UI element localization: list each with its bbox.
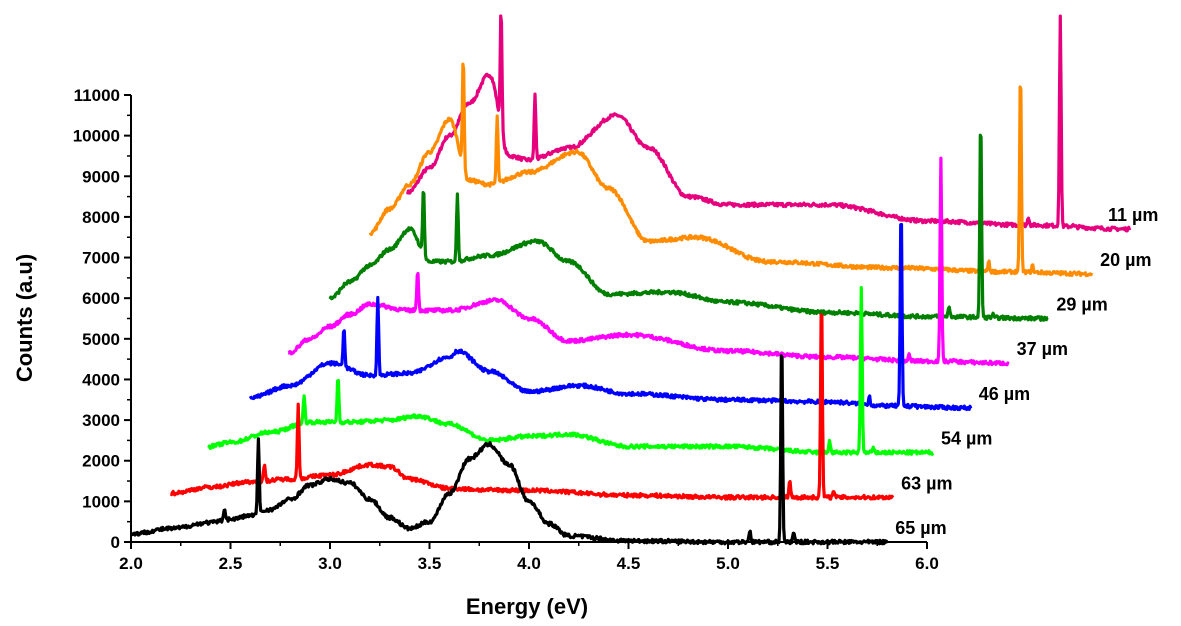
y-tick-label: 6000: [82, 289, 120, 308]
series-line: [406, 14, 1132, 233]
series-label: 29 µm: [1056, 295, 1107, 315]
series-line: [287, 156, 1010, 367]
series-label: 11 µm: [1108, 205, 1158, 225]
y-tick-label: 7000: [82, 249, 120, 268]
series-label: 46 µm: [979, 384, 1030, 404]
series-line: [328, 133, 1049, 322]
x-tick-label: 3.0: [318, 554, 342, 573]
y-tick-label: 0: [111, 533, 120, 552]
x-tick-label: 5.0: [716, 554, 740, 573]
series-label: 54 µm: [941, 429, 992, 449]
series-label: 65 µm: [895, 518, 946, 538]
x-tick-label: 2.5: [219, 554, 243, 573]
x-tick-label: 6.0: [915, 554, 939, 573]
series-labels: 11 µm 20 µm 29 µm 37 µm 46 µm 54 µm 63 µm 65 µm: [895, 205, 1158, 538]
series-layer: [130, 14, 1132, 546]
y-tick-label: 1000: [82, 492, 120, 511]
y-tick-label: 4000: [82, 370, 120, 389]
series-line: [207, 286, 935, 456]
x-tick-label: 4.0: [517, 554, 541, 573]
y-tick-label: 3000: [82, 411, 120, 430]
y-axis-title: Counts (a.u): [12, 254, 37, 382]
x-tick-label: 4.5: [617, 554, 641, 573]
y-tick-label: 2000: [82, 452, 120, 471]
series-label: 37 µm: [1017, 339, 1068, 359]
y-tick-label: 10000: [73, 127, 120, 146]
x-tick-label: 3.5: [418, 554, 442, 573]
series-label: 20 µm: [1100, 250, 1151, 270]
x-tick-label: 2.0: [119, 554, 143, 573]
x-tick-label: 5.5: [816, 554, 840, 573]
y-tick-label: 9000: [82, 167, 120, 186]
series-line: [169, 313, 895, 501]
series-line: [248, 222, 973, 412]
ticks: 2.0 2.5 3.0 3.5 4.0 4.5 5.0 5.5 6.0 0 1000 2000 3000…: [73, 86, 939, 573]
y-tick-label: 8000: [82, 208, 120, 227]
series-label: 63 µm: [901, 473, 952, 493]
y-tick-label: 11000: [74, 86, 120, 105]
y-tick-label: 5000: [82, 330, 120, 349]
series-line: [368, 62, 1094, 278]
x-axis-title: Energy (eV): [466, 594, 588, 619]
